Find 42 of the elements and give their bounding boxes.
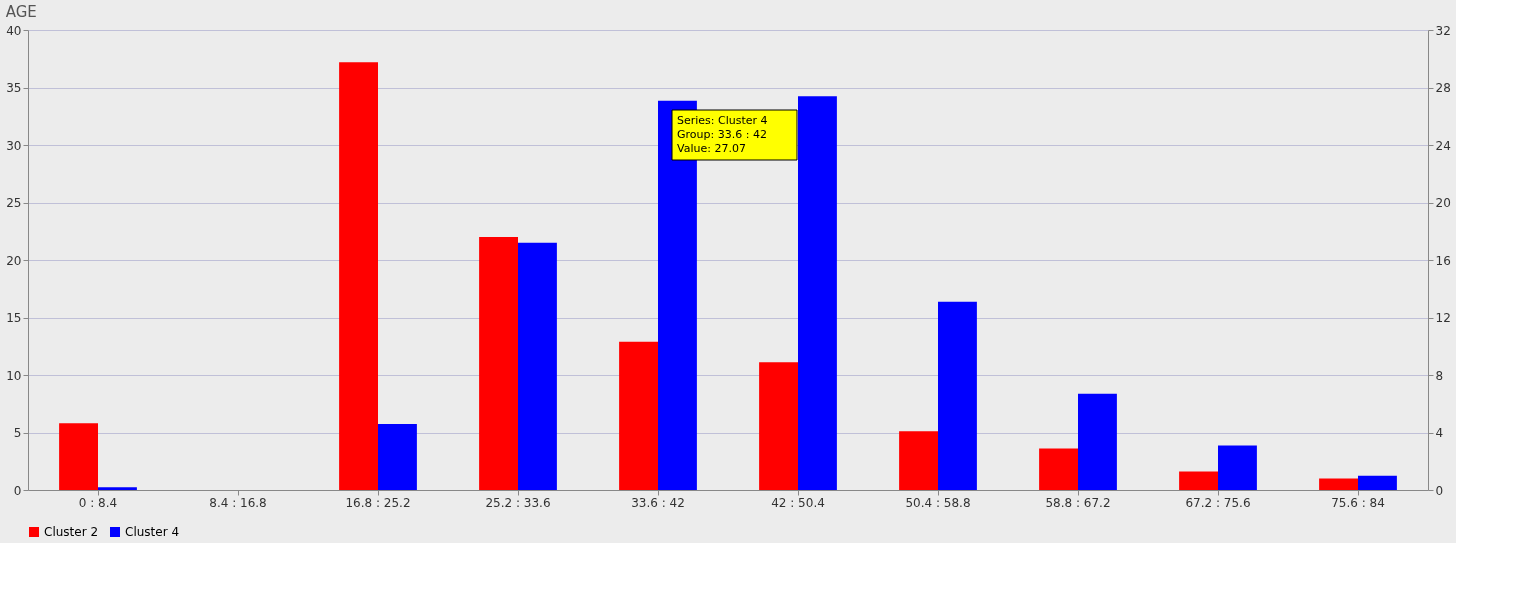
legend-label: Cluster 4 xyxy=(125,525,180,539)
y2-tick-label: 0 xyxy=(1435,483,1444,498)
bar xyxy=(339,62,378,490)
bar xyxy=(1218,445,1257,490)
x-tick-label: 67.2 : 75.6 xyxy=(1185,495,1251,510)
x-tick-label: 8.4 : 16.8 xyxy=(209,495,267,510)
chart-title: AGE xyxy=(5,3,37,21)
x-tick-label: 25.2 : 33.6 xyxy=(485,495,551,510)
y2-tick-label: 24 xyxy=(1435,138,1451,153)
bar xyxy=(938,301,977,490)
y2-tick-label: 4 xyxy=(1435,426,1444,440)
y2-tick-label: 16 xyxy=(1435,253,1451,268)
y-tick-label: 0 xyxy=(13,483,22,498)
y2-tick-label: 8 xyxy=(1435,368,1444,383)
y-tick-label: 30 xyxy=(6,138,22,153)
bar xyxy=(1078,393,1117,490)
y2-tick-label: 32 xyxy=(1435,23,1451,38)
y-tick-label: 40 xyxy=(6,23,22,38)
bar xyxy=(798,96,837,490)
y-tick-label: 5 xyxy=(13,426,22,440)
x-tick-label: 42 : 50.4 xyxy=(771,495,825,510)
y-tick-label: 20 xyxy=(6,253,22,268)
annotation: Series: Cluster 4 Group: 33.6 : 42 Value: 27.07 xyxy=(677,114,768,155)
x-tick-label: 0 : 8.4 xyxy=(78,495,118,510)
y2-tick-label: 12 xyxy=(1435,311,1451,325)
y-tick-label: 15 xyxy=(6,311,22,325)
bar xyxy=(98,487,137,490)
x-tick-label: 50.4 : 58.8 xyxy=(905,495,971,510)
x-tick-label: 58.8 : 67.2 xyxy=(1045,495,1111,510)
y-tick-label: 10 xyxy=(6,368,22,383)
y-tick-label: 35 xyxy=(6,81,22,95)
bar xyxy=(59,423,98,490)
bar xyxy=(899,431,938,490)
y2-tick-label: 20 xyxy=(1435,196,1451,210)
bar xyxy=(759,362,798,490)
bar xyxy=(378,423,417,490)
x-tick-label: 75.6 : 84 xyxy=(1331,495,1385,510)
x-tick-label: 33.6 : 42 xyxy=(631,495,685,510)
x-tick-label: 16.8 : 25.2 xyxy=(345,495,411,510)
y2-tick-label: 28 xyxy=(1435,81,1451,95)
legend-label: Cluster 2 xyxy=(44,525,99,539)
y-tick-label: 25 xyxy=(6,196,22,210)
